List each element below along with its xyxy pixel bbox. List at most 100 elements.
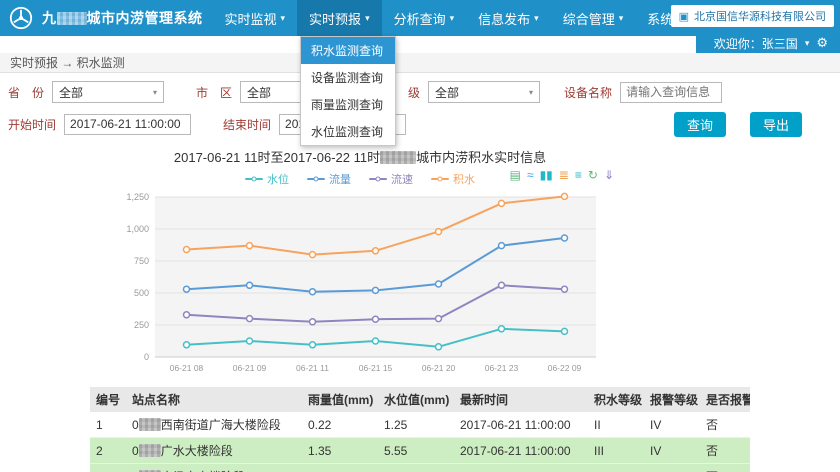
chart-title-suffix: 城市内涝积水实时信息	[416, 150, 547, 165]
cell-alarmed: 否	[706, 418, 719, 432]
nav-item-1[interactable]: 实时预报 ▾	[297, 0, 382, 36]
nav-item-3[interactable]: 信息发布 ▾	[466, 0, 551, 36]
nav-item-label: 实时监视	[224, 11, 277, 27]
svg-text:06-22 09: 06-22 09	[548, 363, 582, 373]
legend-dot-icon	[375, 176, 381, 181]
legend-item[interactable]: 水位	[245, 171, 289, 187]
legend-marker-icon	[369, 176, 387, 181]
province-select[interactable]: 全部 ▾	[52, 81, 165, 103]
legend-label: 流量	[329, 173, 351, 186]
export-button[interactable]: 导出	[749, 111, 802, 137]
chevron-down-icon: ▾	[618, 12, 624, 23]
main-nav: 实时监视▾实时预报▾分析查询▾信息发布▾综合管理▾系统管理▾	[213, 0, 720, 36]
menu-item-0[interactable]: 积水监测查询	[301, 37, 395, 64]
bar-chart-icon[interactable]: ▮▮	[539, 168, 553, 182]
legend-item[interactable]: 流量	[307, 171, 351, 187]
legend-item[interactable]: 积水	[431, 171, 475, 187]
table-header-row: 编号 站点名称 雨量值(mm) 水位值(mm) 最新时间 积水等级 报警等级 是否报警	[90, 387, 750, 412]
station-name-suffix: 西南街道广海大楼险段	[160, 418, 281, 432]
column-header-4: 最新时间	[454, 387, 588, 412]
province-select-value: 全部	[59, 85, 84, 100]
nav-item-label: 分析查询	[393, 11, 446, 27]
redacted-text	[138, 444, 161, 457]
start-time-label: 开始时间	[8, 117, 57, 132]
start-time-input[interactable]	[64, 113, 192, 135]
svg-text:250: 250	[134, 320, 149, 330]
filter-row-location: 省 份 全部 ▾ 市 区 全部 ▾ 县 级 全部 ▾ 设备名称	[8, 79, 832, 105]
save-image-icon[interactable]: ⇓	[603, 168, 614, 182]
app-title-prefix: 九	[42, 10, 57, 26]
station-name-suffix: 广水大楼险段	[160, 444, 233, 458]
tiled-icon[interactable]: ≡	[574, 168, 582, 182]
chevron-down-icon: ▾	[534, 12, 539, 23]
filter-row-time: 开始时间 结束时间 查询 导出	[8, 111, 832, 137]
station-name-prefix: 0	[132, 444, 139, 458]
cell-rain-value: 0.22	[308, 417, 332, 432]
table-header: 编号 站点名称 雨量值(mm) 水位值(mm) 最新时间 积水等级 报警等级 是否报警	[90, 387, 750, 412]
company-logo-icon: ▣	[678, 10, 689, 23]
data-view-icon[interactable]: ▤	[509, 168, 521, 182]
cell-rain-value: 0.38	[302, 464, 378, 472]
svg-text:06-21 09: 06-21 09	[233, 363, 267, 373]
redacted-text	[138, 470, 161, 472]
table-row[interactable]: 1 0 西南街道广海大楼险段 0.22 1.25 2017-06-21 11:00:00 I…	[90, 412, 750, 438]
cell-alarmed: 否	[706, 444, 719, 458]
cell-rain-value: 1.35	[308, 443, 332, 458]
cell-number: 2	[96, 443, 103, 458]
line-chart-icon[interactable]: ≈	[526, 168, 534, 182]
legend-dot-icon	[251, 176, 257, 181]
table-row[interactable]: 2 0 广水大楼险段 1.35 5.55 2017-06-21 11:00:00 III IV…	[90, 437, 750, 464]
cell-ponding-level: II	[594, 417, 601, 432]
cell-alarm-level: IV	[650, 443, 662, 458]
chevron-down-icon: ▾	[449, 12, 455, 23]
query-button[interactable]: 查询	[673, 111, 726, 137]
legend-marker-icon	[431, 176, 449, 181]
redacted-text	[380, 151, 417, 164]
cell-water-value: 5.55	[384, 443, 408, 458]
nav-item-4[interactable]: 综合管理 ▾	[551, 0, 636, 36]
chart-section: 2017-06-21 11时至2017-06-22 11时 城市内涝积水实时信息 …	[110, 147, 614, 379]
line-chart: 0 250 500 750 1,000 1,250 06-21 08 06-21 09 06-2…	[126, 192, 596, 373]
legend-item[interactable]: 流速	[369, 171, 413, 187]
chart-toolbox: ▤ ≈ ▮▮ ≣ ≡ ↻ ⇓	[510, 169, 614, 181]
station-name-prefix: 0	[132, 418, 139, 432]
chart-legend: 水位 流量 流速 积水	[110, 171, 610, 187]
filter-panel: 省 份 全部 ▾ 市 区 全部 ▾ 县 级 全部 ▾ 设备名称 开始时间 结束时…	[0, 73, 840, 141]
county-select[interactable]: 全部 ▾	[428, 81, 541, 103]
column-header-5: 积水等级	[588, 387, 644, 412]
legend-label: 流速	[391, 173, 413, 186]
menu-item-1[interactable]: 设备监测查询	[311, 71, 384, 85]
nav-item-label: 信息发布	[478, 11, 531, 27]
province-label: 省 份	[8, 85, 45, 100]
menu-item-2[interactable]: 雨量监测查询	[311, 98, 384, 112]
breadcrumb: 实时预报 → 积水监测	[0, 53, 840, 73]
nav-item-2[interactable]: 分析查询 ▾	[382, 0, 467, 36]
station-name-prefix: 0	[132, 470, 139, 472]
menu-item-3[interactable]: 水位监测查询	[311, 125, 384, 139]
legend-dot-icon	[313, 176, 319, 181]
chart-title-prefix: 2017-06-21 11时至2017-06-22 11时	[173, 150, 381, 165]
svg-text:06-21 20: 06-21 20	[422, 363, 456, 373]
restore-icon[interactable]: ↻	[587, 168, 598, 182]
nav-item-0[interactable]: 实时监视 ▾	[213, 0, 298, 36]
device-name-input[interactable]	[620, 81, 723, 103]
company-badge: ▣ 北京国信华源科技有限公司	[670, 5, 834, 27]
svg-text:06-21 08: 06-21 08	[170, 363, 204, 373]
legend-label: 积水	[453, 173, 475, 186]
app-title-suffix: 城市内涝管理系统	[86, 10, 203, 26]
column-header-2: 雨量值(mm)	[302, 387, 378, 412]
end-time-label: 结束时间	[223, 117, 272, 132]
settings-gear-icon[interactable]: ⚙	[816, 35, 828, 50]
cell-alarmed: 否	[700, 464, 750, 472]
chevron-down-icon: ▾	[153, 87, 158, 97]
svg-text:1,000: 1,000	[126, 224, 149, 234]
table-row[interactable]: 3 0 广场南大楼险段 0.382.852017-06-21 11:00:00IIII…	[90, 463, 750, 472]
app-logo-graphic	[9, 6, 33, 30]
column-header-1: 站点名称	[126, 387, 302, 412]
stack-icon[interactable]: ≣	[558, 168, 569, 182]
chevron-down-icon[interactable]: ▾	[804, 37, 810, 48]
cell-ponding-level: III	[594, 443, 605, 458]
station-name-suffix: 广场南大楼险段	[161, 470, 245, 472]
nav-item-label: 实时预报	[309, 11, 362, 27]
